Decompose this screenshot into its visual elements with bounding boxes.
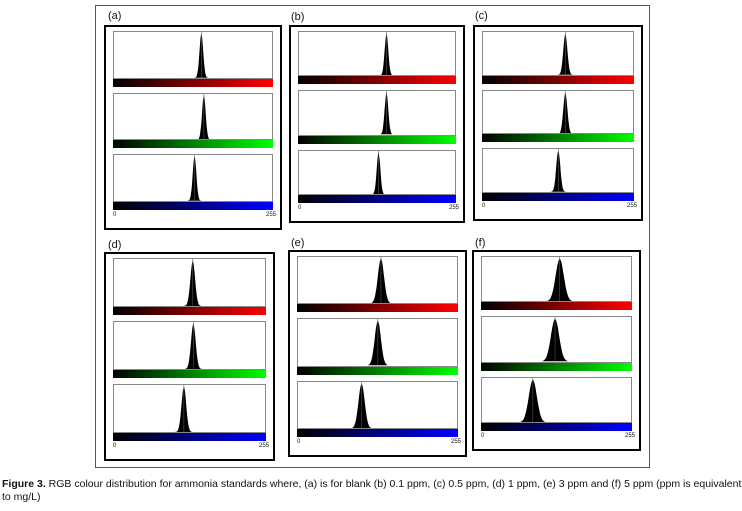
histogram-panel: 0 255 [104, 25, 282, 230]
blue-histogram [297, 380, 458, 429]
panel-label: (f) [475, 237, 486, 249]
axis-min-label: 0 [113, 212, 117, 218]
axis-max-label: 255 [624, 433, 635, 439]
blue-histogram-peak [482, 379, 631, 422]
green-histogram-peak [557, 92, 574, 134]
green-histogram [298, 90, 456, 136]
histogram-panel: 0 255 [473, 25, 643, 221]
green-gradient-bar [482, 134, 634, 143]
caption-label: Figure 3. [2, 478, 46, 490]
histogram-panel: 0 255 [104, 252, 275, 461]
green-histogram-peak [298, 321, 457, 366]
red-gradient-bar [482, 75, 634, 84]
red-histogram-peak [299, 34, 455, 76]
blue-histogram [481, 376, 632, 423]
red-histogram-peak [194, 34, 209, 78]
green-histogram [113, 321, 266, 370]
panel-label: (c) [475, 10, 488, 22]
blue-gradient-bar [113, 433, 266, 441]
red-histogram [482, 31, 634, 76]
green-histogram-peak [482, 319, 631, 362]
green-histogram-peak [299, 93, 455, 135]
green-histogram-peak [196, 95, 212, 140]
red-histogram-peak [557, 34, 574, 75]
red-gradient-bar [113, 307, 266, 315]
figure-frame [95, 5, 650, 468]
blue-histogram-peak [298, 383, 457, 428]
blue-gradient-bar [481, 423, 632, 431]
blue-histogram [113, 384, 266, 433]
green-gradient-bar [113, 370, 266, 378]
blue-gradient-bar [113, 202, 273, 210]
axis-max-label: 255 [448, 205, 459, 211]
blue-histogram [113, 154, 273, 202]
blue-histogram [298, 149, 456, 195]
red-histogram-peak [114, 261, 265, 306]
blue-gradient-bar [482, 193, 634, 201]
blue-gradient-bar [297, 429, 458, 437]
histogram-panel: 0 255 [289, 25, 465, 223]
blue-gradient-bar [298, 195, 456, 203]
caption-text: RGB colour distribution for ammonia stan… [2, 478, 742, 503]
blue-histogram-peak [114, 387, 265, 432]
axis-min-label: 0 [481, 433, 485, 439]
panel-label: (e) [291, 237, 305, 249]
green-gradient-bar [481, 362, 632, 371]
histogram-panel: 0 255 [288, 250, 467, 457]
figure-caption: Figure 3. RGB colour distribution for am… [2, 478, 742, 504]
axis-min-label: 0 [113, 443, 117, 449]
red-gradient-bar [113, 78, 273, 87]
red-histogram [113, 258, 266, 307]
red-histogram [298, 31, 456, 77]
red-histogram-peak [482, 259, 631, 302]
axis-max-label: 255 [265, 212, 276, 218]
red-histogram [297, 256, 458, 305]
blue-histogram-peak [187, 157, 202, 201]
red-gradient-bar [481, 302, 632, 311]
panel-label: (b) [291, 11, 305, 23]
red-gradient-bar [298, 76, 456, 85]
red-histogram [481, 256, 632, 303]
green-histogram-peak [114, 324, 265, 369]
blue-histogram [482, 148, 634, 193]
axis-max-label: 255 [258, 443, 269, 449]
axis-min-label: 0 [297, 439, 301, 445]
red-histogram [113, 31, 273, 79]
axis-max-label: 255 [450, 439, 461, 445]
panel-label: (d) [108, 239, 122, 251]
blue-histogram-peak [299, 152, 455, 194]
green-gradient-bar [298, 135, 456, 144]
axis-min-label: 0 [482, 203, 486, 209]
histogram-panel: 0 255 [472, 250, 641, 451]
green-histogram [482, 89, 634, 135]
green-gradient-bar [297, 366, 458, 375]
axis-min-label: 0 [298, 205, 302, 211]
red-histogram-peak [298, 259, 457, 304]
green-gradient-bar [113, 140, 273, 149]
green-histogram [481, 316, 632, 363]
green-histogram [113, 92, 273, 141]
red-gradient-bar [297, 304, 458, 313]
axis-max-label: 255 [626, 203, 637, 209]
green-histogram [297, 318, 458, 367]
panel-label: (a) [108, 10, 122, 22]
